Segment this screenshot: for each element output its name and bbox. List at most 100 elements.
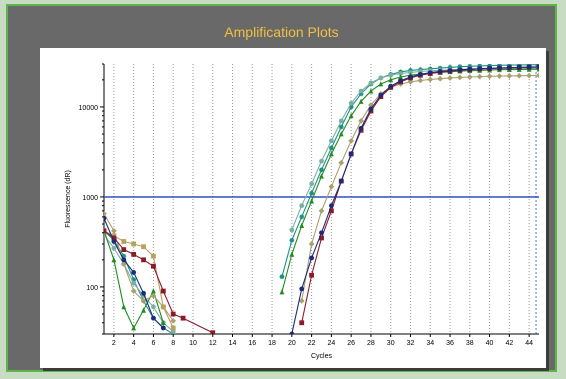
data-point — [319, 235, 324, 241]
data-point — [319, 173, 324, 179]
data-point — [160, 304, 166, 310]
data-point — [299, 286, 305, 292]
data-point — [506, 64, 512, 68]
x-tick-label: 30 — [387, 340, 395, 347]
data-point — [298, 297, 305, 304]
data-point — [141, 257, 146, 263]
x-tick-label: 12 — [209, 340, 217, 347]
y-tick-label: 1000 — [82, 195, 98, 202]
chart-title: Amplification Plots — [224, 24, 339, 40]
data-point — [289, 227, 295, 233]
data-point — [447, 75, 453, 81]
data-point — [467, 66, 473, 72]
data-point — [398, 74, 403, 80]
data-point — [151, 253, 156, 259]
data-point — [150, 292, 157, 299]
data-point — [368, 106, 374, 112]
x-tick-label: 4 — [132, 340, 136, 347]
data-point — [417, 77, 424, 84]
data-point — [338, 159, 345, 166]
x-tick-label: 26 — [347, 340, 355, 347]
data-point — [506, 65, 512, 71]
data-point — [308, 241, 315, 247]
x-tick-label: 8 — [171, 340, 175, 347]
x-tick-label: 10 — [189, 340, 197, 347]
data-point — [388, 76, 394, 83]
y-tick-label: 10000 — [79, 105, 99, 112]
data-point — [289, 251, 295, 257]
data-point — [417, 71, 423, 77]
data-point — [536, 64, 539, 70]
data-point — [151, 288, 156, 294]
x-tick-label: 14 — [229, 340, 237, 347]
data-point — [319, 158, 324, 164]
data-point — [338, 178, 344, 184]
data-point — [408, 74, 413, 80]
data-point — [111, 256, 117, 263]
data-point — [348, 104, 354, 110]
data-point — [309, 198, 315, 204]
data-point — [130, 288, 137, 294]
series-line — [104, 230, 214, 334]
data-point — [516, 65, 522, 70]
x-tick-label: 28 — [367, 340, 375, 347]
data-point — [104, 228, 107, 234]
data-point — [348, 137, 355, 144]
data-point — [328, 151, 334, 157]
chart-frame: Amplification Plots 100 1000 10000 2 4 6 8 10 12… — [6, 4, 557, 372]
data-point — [487, 64, 492, 68]
data-point — [378, 75, 384, 81]
data-point — [388, 72, 394, 78]
data-point — [151, 315, 156, 321]
data-point — [309, 190, 315, 196]
x-axis-label: Cycles — [311, 353, 333, 360]
data-point — [319, 230, 324, 236]
data-point — [121, 304, 127, 310]
x-tick-label: 32 — [407, 340, 415, 347]
data-point — [348, 151, 354, 157]
data-point — [140, 297, 147, 304]
data-point — [170, 317, 177, 324]
data-point — [289, 237, 295, 243]
data-point — [358, 117, 364, 124]
x-tick-label: 34 — [426, 340, 434, 347]
x-tick-label: 6 — [151, 340, 155, 347]
data-point — [210, 330, 216, 334]
series-group — [104, 64, 539, 334]
series-line — [281, 68, 539, 293]
data-point — [160, 319, 166, 326]
data-point — [309, 255, 315, 261]
x-tick-label: 20 — [288, 340, 296, 347]
x-tick-label: 36 — [446, 340, 454, 347]
data-point — [104, 215, 107, 221]
data-point — [487, 65, 492, 71]
data-point — [526, 72, 533, 79]
data-point — [121, 253, 127, 259]
x-tick-label: 38 — [466, 340, 474, 347]
x-tick-label: 2 — [112, 340, 116, 347]
series-line — [301, 74, 539, 301]
data-point — [104, 210, 107, 217]
data-point — [131, 251, 137, 257]
data-point — [318, 207, 325, 214]
data-point — [388, 83, 394, 89]
data-point — [309, 181, 315, 187]
data-point — [506, 73, 513, 79]
data-point — [319, 167, 324, 173]
data-point — [111, 235, 117, 241]
x-tick-label: 22 — [308, 340, 316, 347]
data-point — [151, 263, 156, 269]
data-point — [427, 76, 434, 83]
plot-panel: 100 1000 10000 2 4 6 8 10 12 14 16 18 20 22 24 26 28 30 32… — [40, 48, 546, 368]
data-point — [120, 261, 127, 267]
data-point — [338, 124, 344, 130]
data-point — [476, 73, 483, 80]
data-point — [279, 274, 285, 280]
data-point — [299, 320, 305, 326]
data-point — [457, 67, 463, 73]
data-point — [338, 118, 344, 124]
data-point — [407, 78, 414, 85]
data-point — [378, 81, 384, 87]
y-axis-label: Fluorescence (dR) — [65, 170, 72, 228]
data-point — [338, 131, 344, 137]
